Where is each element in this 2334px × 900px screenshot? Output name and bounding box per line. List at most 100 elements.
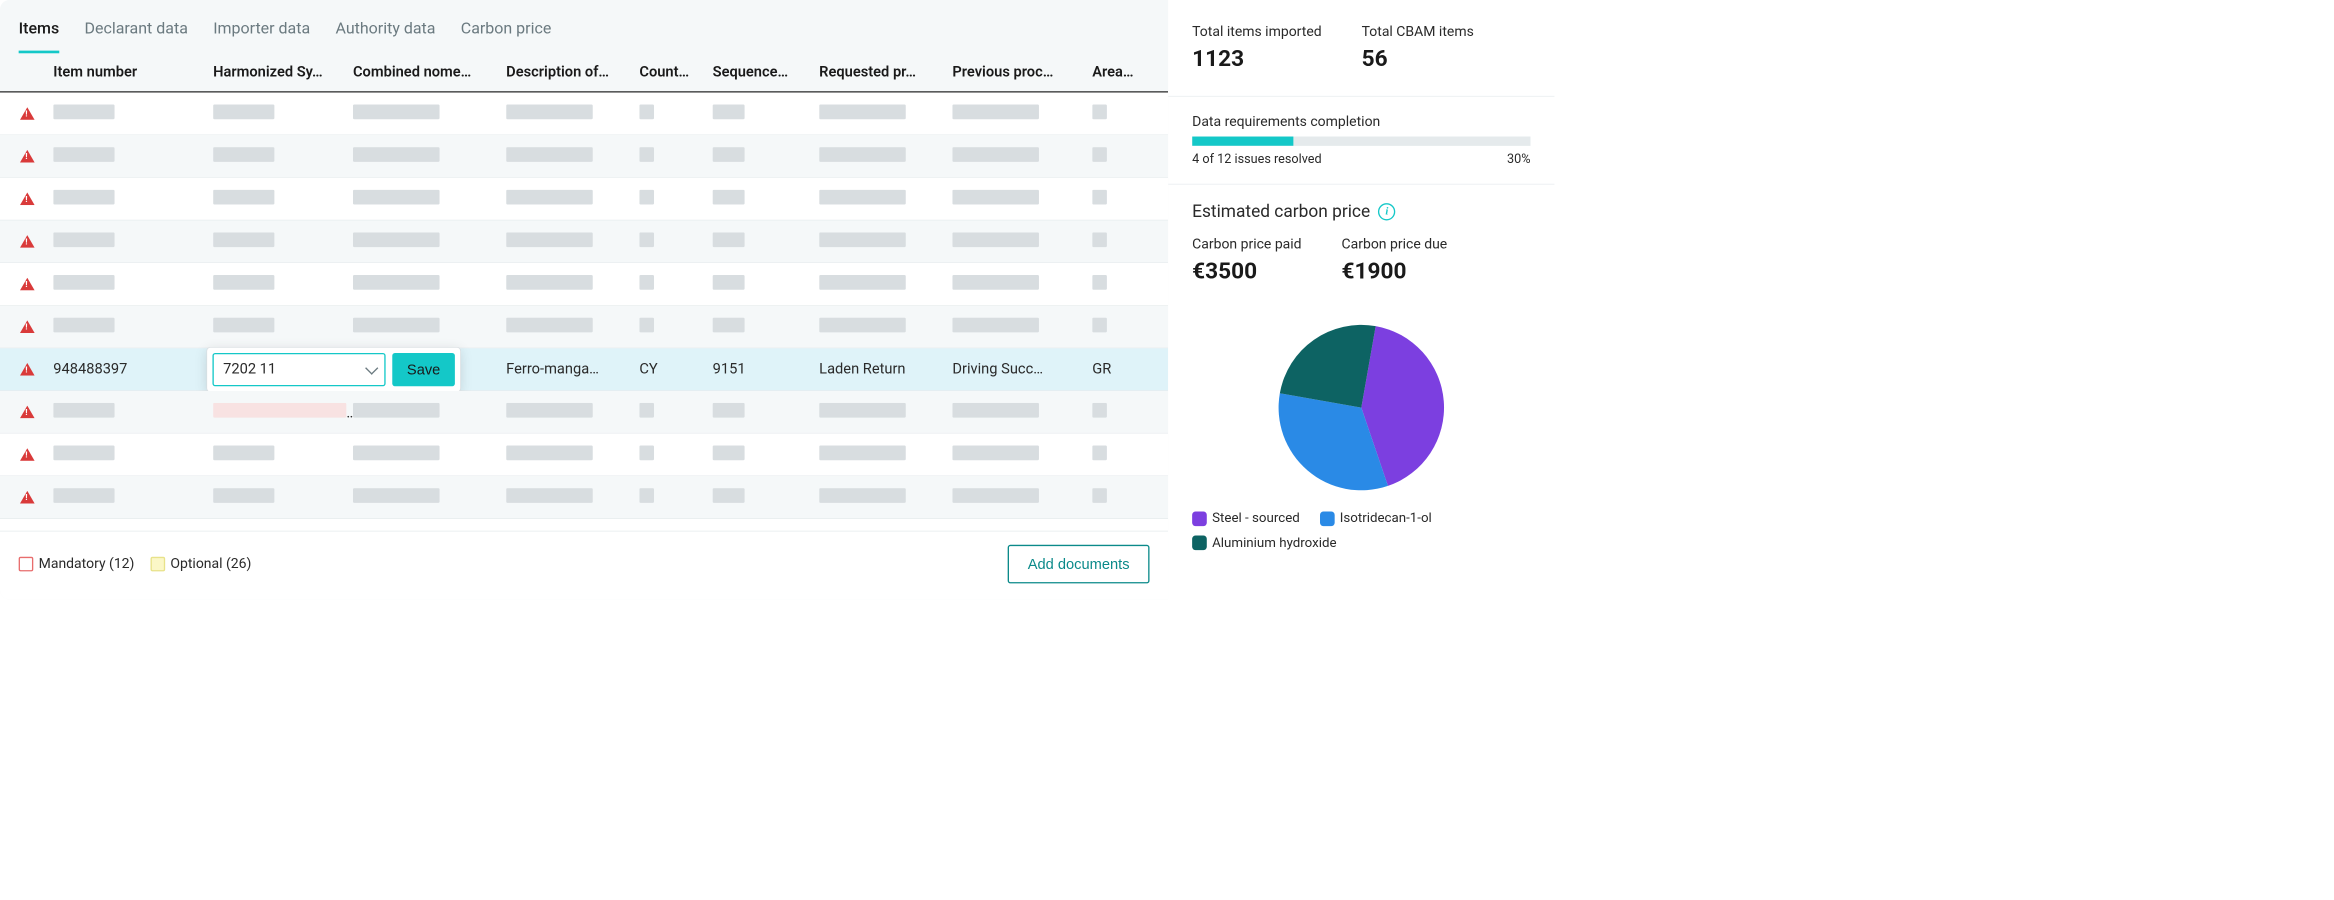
chevron-down-icon	[365, 361, 378, 374]
column-header[interactable]: Combined nome…	[353, 64, 506, 81]
column-header[interactable]: Description of…	[506, 64, 639, 81]
column-header[interactable]: Count…	[639, 64, 712, 81]
placeholder-cell	[952, 317, 1039, 332]
placeholder-cell	[353, 445, 440, 460]
legend-item: Isotridecan-1-ol	[1320, 509, 1432, 525]
legend-item: Steel - sourced	[1192, 509, 1300, 525]
placeholder-cell	[1092, 488, 1107, 503]
placeholder-cell	[952, 189, 1039, 204]
column-header[interactable]: Sequence…	[713, 64, 820, 81]
progress-title: Data requirements completion	[1192, 114, 1530, 130]
placeholder-cell	[353, 317, 440, 332]
tab-declarant-data[interactable]: Declarant data	[85, 19, 188, 54]
info-icon[interactable]: i	[1378, 203, 1395, 220]
stat-value: 56	[1362, 45, 1474, 72]
carbon-title: Estimated carbon price	[1192, 202, 1370, 222]
placeholder-cell	[506, 317, 593, 332]
table-row[interactable]	[0, 391, 1168, 434]
tab-authority-data[interactable]: Authority data	[335, 19, 435, 54]
table-row[interactable]	[0, 263, 1168, 306]
select-value: 7202 11	[223, 361, 276, 378]
stat-value: 1123	[1192, 45, 1322, 72]
placeholder-cell	[213, 317, 274, 332]
column-header[interactable]: Harmonized Sy…	[213, 64, 353, 81]
column-header[interactable]: Requested pr…	[819, 64, 952, 81]
pie-chart	[1271, 318, 1451, 498]
harmonized-code-select[interactable]: 7202 11	[212, 353, 385, 386]
column-header[interactable]: Previous proc…	[952, 64, 1092, 81]
placeholder-cell	[819, 232, 906, 247]
placeholder-cell	[506, 104, 593, 119]
placeholder-cell	[639, 403, 654, 418]
placeholder-cell	[819, 403, 906, 418]
placeholder-cell	[819, 275, 906, 290]
placeholder-cell	[639, 445, 654, 460]
add-documents-button[interactable]: Add documents	[1008, 545, 1150, 584]
tab-carbon-price[interactable]: Carbon price	[461, 19, 552, 54]
table-row[interactable]	[0, 434, 1168, 477]
tab-items[interactable]: Items	[19, 19, 60, 54]
table-footer: Mandatory (12) Optional (26) Add documen…	[0, 531, 1168, 600]
placeholder-cell	[713, 104, 745, 119]
progress-fill	[1192, 137, 1293, 146]
warning-icon	[20, 406, 35, 419]
table-row[interactable]	[0, 306, 1168, 349]
placeholder-cell	[1092, 189, 1107, 204]
table-body: 948488397Ferro-manga…CY9151Laden ReturnD…	[0, 93, 1168, 531]
footer-legend: Mandatory (12) Optional (26)	[19, 556, 252, 572]
placeholder-cell	[53, 403, 114, 418]
placeholder-cell	[53, 445, 114, 460]
placeholder-cell	[639, 275, 654, 290]
placeholder-cell	[353, 232, 440, 247]
cell: Ferro-manga…	[506, 361, 639, 378]
progress-resolved: 4 of 12 issues resolved	[1192, 151, 1321, 166]
tab-importer-data[interactable]: Importer data	[213, 19, 310, 54]
placeholder-cell	[213, 403, 346, 418]
mandatory-label: Mandatory (12)	[39, 556, 135, 572]
placeholder-cell	[952, 232, 1039, 247]
progress-percent: 30%	[1507, 151, 1530, 166]
stat-label: Total CBAM items	[1362, 24, 1474, 40]
placeholder-cell	[952, 488, 1039, 503]
legend-item: Aluminium hydroxide	[1192, 534, 1336, 550]
table-row[interactable]	[0, 93, 1168, 136]
placeholder-cell	[819, 488, 906, 503]
placeholder-cell	[639, 189, 654, 204]
column-header[interactable]: Item number	[53, 64, 213, 81]
placeholder-cell	[506, 147, 593, 162]
legend-swatch	[1320, 511, 1335, 526]
legend-swatch	[1192, 536, 1207, 551]
placeholder-cell	[713, 147, 745, 162]
stat-label: Carbon price paid	[1192, 236, 1301, 252]
carbon-stats: Carbon price paid €3500 Carbon price due…	[1192, 236, 1530, 284]
table-row[interactable]	[0, 135, 1168, 178]
placeholder-cell	[952, 104, 1039, 119]
table-row[interactable]	[0, 220, 1168, 263]
placeholder-cell	[1092, 317, 1107, 332]
placeholder-cell	[506, 488, 593, 503]
placeholder-cell	[952, 275, 1039, 290]
placeholder-cell	[53, 488, 114, 503]
placeholder-cell	[713, 403, 745, 418]
placeholder-cell	[53, 232, 114, 247]
optional-swatch	[150, 557, 165, 572]
save-button[interactable]: Save	[392, 353, 455, 386]
placeholder-cell	[952, 403, 1039, 418]
legend-mandatory: Mandatory (12)	[19, 556, 135, 572]
stat-value: €1900	[1342, 258, 1448, 285]
pie-slice	[1280, 325, 1376, 408]
pie-legend: Steel - sourced Isotridecan-1-ol Aluminium…	[1192, 509, 1530, 550]
stat-value: €3500	[1192, 258, 1301, 285]
column-header[interactable]: Area…	[1092, 64, 1159, 81]
table-header: Item numberHarmonized Sy…Combined nome…D…	[0, 53, 1168, 92]
warning-icon	[20, 278, 35, 291]
table-row-selected[interactable]: 948488397Ferro-manga…CY9151Laden ReturnD…	[0, 348, 1168, 391]
placeholder-cell	[952, 147, 1039, 162]
pie-chart-wrap	[1192, 318, 1530, 498]
table-row[interactable]	[0, 178, 1168, 221]
cell: 948488397	[53, 361, 213, 378]
placeholder-cell	[353, 147, 440, 162]
carbon-paid: Carbon price paid €3500	[1192, 236, 1301, 284]
table-row[interactable]	[0, 476, 1168, 519]
warning-icon	[20, 448, 35, 461]
